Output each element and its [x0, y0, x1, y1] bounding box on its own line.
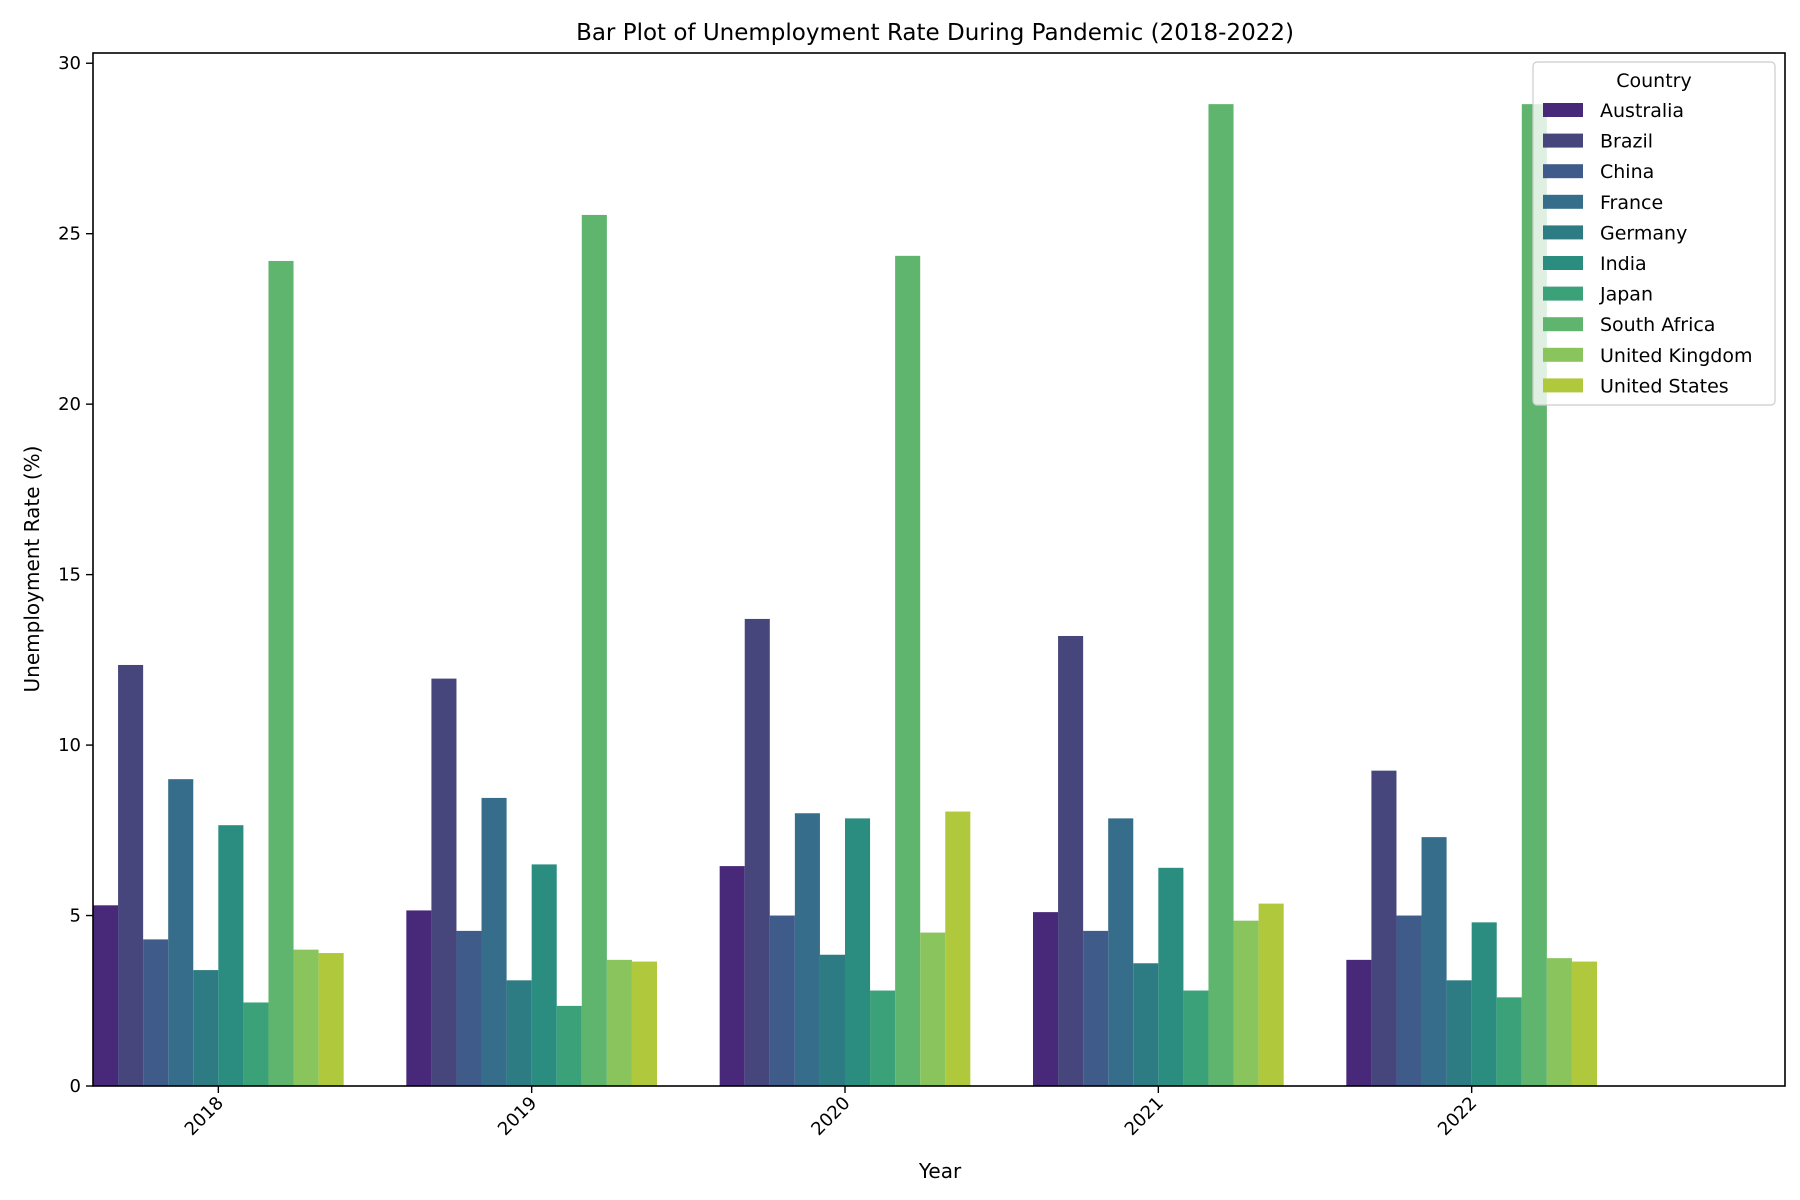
- bar-japan-2022: [1496, 997, 1522, 1086]
- y-tick-label: 0: [70, 1076, 81, 1097]
- bar-united-kingdom-2018: [293, 949, 319, 1086]
- legend-items: Australia Brazil China France Germany India Ja…: [1543, 100, 1753, 397]
- bar-south-africa-2021: [1208, 104, 1234, 1086]
- bars-group: [93, 104, 1597, 1086]
- legend-swatch: [1543, 225, 1583, 240]
- bar-united-kingdom-2020: [920, 932, 946, 1086]
- y-tick-label: 20: [58, 394, 81, 415]
- bar-germany-2020: [819, 954, 845, 1086]
- bar-united-states-2018: [318, 953, 344, 1086]
- legend-title: Country: [1616, 70, 1691, 92]
- y-tick-label: 10: [58, 735, 81, 756]
- bar-france-2022: [1421, 837, 1447, 1086]
- bar-germany-2022: [1446, 980, 1472, 1086]
- bar-china-2019: [456, 930, 482, 1086]
- bar-brazil-2020: [744, 618, 770, 1086]
- bar-south-africa-2019: [581, 214, 607, 1086]
- legend-swatch: [1543, 194, 1583, 209]
- bar-china-2020: [769, 915, 795, 1086]
- chart-title: Bar Plot of Unemployment Rate During Pan…: [576, 20, 1294, 46]
- legend-swatch: [1543, 378, 1583, 393]
- bar-germany-2019: [506, 980, 532, 1086]
- legend-swatch: [1543, 347, 1583, 362]
- bar-china-2021: [1083, 930, 1109, 1086]
- bar-japan-2020: [870, 990, 896, 1086]
- bar-australia-2018: [93, 905, 119, 1086]
- bar-india-2020: [845, 818, 871, 1086]
- bar-china-2018: [143, 939, 169, 1086]
- bar-france-2019: [481, 797, 507, 1086]
- bar-india-2018: [218, 825, 244, 1086]
- legend: Country Australia Brazil China France German…: [1532, 61, 1776, 406]
- bar-japan-2019: [556, 1005, 582, 1086]
- legend-swatch: [1543, 317, 1583, 332]
- x-axis-title: Year: [918, 1159, 962, 1183]
- bar-united-states-2019: [631, 961, 657, 1086]
- bar-south-africa-2018: [268, 260, 294, 1086]
- bar-france-2021: [1108, 818, 1134, 1086]
- bar-australia-2020: [719, 866, 745, 1086]
- legend-label: Australia: [1600, 100, 1684, 122]
- legend-label: India: [1600, 253, 1647, 275]
- plot-frame: [92, 52, 1786, 1087]
- legend-label: South Africa: [1600, 314, 1715, 336]
- legend-label: Brazil: [1600, 131, 1653, 153]
- bar-japan-2021: [1183, 990, 1209, 1086]
- bar-brazil-2021: [1058, 635, 1084, 1086]
- y-tick-label: 15: [58, 565, 81, 586]
- bar-united-kingdom-2021: [1233, 920, 1259, 1086]
- bar-japan-2018: [243, 1002, 269, 1086]
- legend-label: Germany: [1600, 222, 1687, 244]
- bar-france-2018: [168, 779, 194, 1086]
- bar-brazil-2018: [118, 664, 144, 1086]
- bar-germany-2018: [193, 970, 219, 1086]
- bar-china-2022: [1396, 915, 1422, 1086]
- legend-label: China: [1600, 161, 1654, 183]
- bar-australia-2021: [1033, 912, 1059, 1086]
- bar-india-2022: [1471, 922, 1497, 1086]
- legend-swatch: [1543, 103, 1583, 117]
- y-axis-title: Unemployment Rate (%): [20, 446, 44, 693]
- y-tick-label: 25: [58, 224, 81, 245]
- legend-label: Japan: [1599, 284, 1653, 306]
- y-tick-label: 30: [58, 53, 81, 74]
- bar-united-states-2020: [945, 811, 971, 1086]
- legend-swatch: [1543, 133, 1583, 148]
- bar-brazil-2019: [431, 678, 457, 1086]
- legend-label: United States: [1600, 375, 1729, 397]
- legend-swatch: [1543, 286, 1583, 301]
- bar-australia-2019: [406, 910, 432, 1086]
- legend-label: United Kingdom: [1600, 345, 1753, 367]
- legend-box: [1532, 61, 1776, 406]
- bar-india-2021: [1158, 867, 1184, 1086]
- bar-united-states-2022: [1571, 961, 1597, 1086]
- legend-label: France: [1600, 192, 1663, 214]
- bar-australia-2022: [1346, 959, 1372, 1086]
- y-axis: 0 5 10 15 20 25 30: [58, 53, 93, 1097]
- legend-swatch: [1543, 256, 1583, 270]
- bar-germany-2021: [1133, 963, 1159, 1086]
- bar-united-kingdom-2022: [1546, 958, 1572, 1086]
- legend-swatch: [1543, 164, 1583, 179]
- y-tick-label: 5: [70, 906, 81, 927]
- bar-india-2019: [531, 864, 557, 1086]
- bar-south-africa-2020: [895, 255, 921, 1086]
- bar-united-states-2021: [1258, 903, 1284, 1086]
- bar-france-2020: [794, 813, 820, 1086]
- bar-brazil-2022: [1371, 770, 1397, 1086]
- bar-united-kingdom-2019: [606, 959, 632, 1086]
